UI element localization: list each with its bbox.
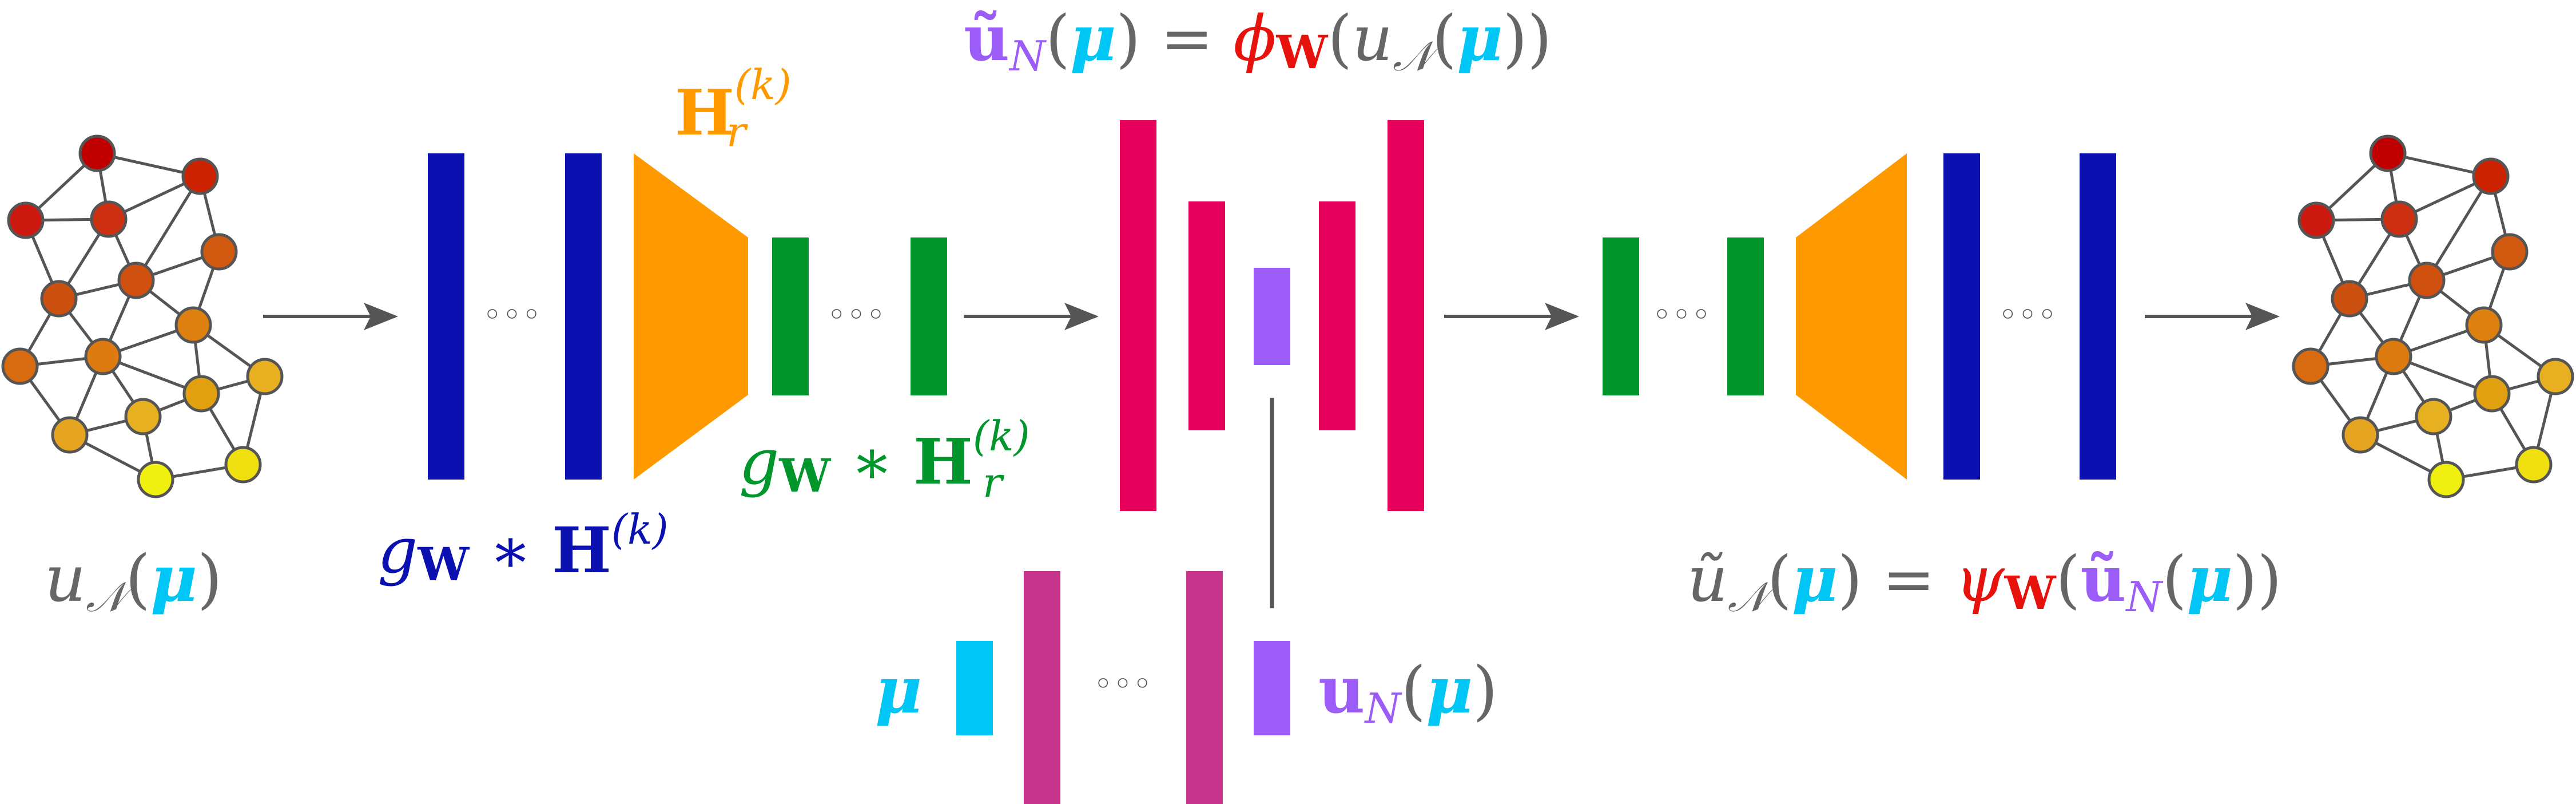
autoencoder-equation: ũN(μ) = ϕW(u𝒩(μ)) bbox=[964, 1, 1552, 80]
decoder-gcn-ellipsis: ◦◦◦ bbox=[1998, 295, 2057, 334]
output-mesh-node bbox=[2491, 233, 2529, 271]
input-mesh-node bbox=[84, 338, 122, 375]
encoder-gcn-layer-1 bbox=[428, 153, 464, 480]
input-mesh-node bbox=[1, 347, 39, 385]
input-mesh-edge bbox=[134, 175, 202, 282]
mu-input-label: μ bbox=[875, 653, 922, 728]
decoder-gcn-layer-2 bbox=[2080, 153, 2116, 480]
encoder-reduced-label-sub: r bbox=[983, 458, 1004, 506]
decoder-reduced-gcn-layer-2 bbox=[1727, 237, 1764, 395]
output-mesh-node bbox=[2415, 398, 2452, 435]
param-net-layer-2 bbox=[1186, 571, 1223, 804]
output-mesh-node bbox=[2369, 134, 2407, 172]
input-mesh-node bbox=[40, 280, 78, 318]
autoencoder-outer-left bbox=[1120, 120, 1156, 511]
autoencoder-inner-left bbox=[1188, 201, 1225, 430]
autoencoder-inner-right bbox=[1319, 201, 1355, 430]
input-mesh-node bbox=[90, 200, 128, 238]
output-mesh-node bbox=[2375, 338, 2412, 375]
input-mesh-node bbox=[51, 416, 89, 454]
output-mesh-node bbox=[2472, 157, 2510, 195]
encoder-gcn-label: gW ∗ H(k) bbox=[377, 505, 669, 591]
decoder-reduced-ellipsis: ◦◦◦ bbox=[1652, 295, 1711, 334]
input-mesh-graph bbox=[1, 134, 284, 498]
encoder-reduced-label: gW ∗ H(k) bbox=[739, 412, 1030, 502]
output-mesh-node bbox=[2408, 262, 2446, 299]
param-net-output-label: uN(μ) bbox=[1318, 653, 1498, 732]
mu-input-layer bbox=[956, 641, 993, 735]
encoder-gcn-layer-2 bbox=[565, 153, 602, 480]
encoder-gcn-ellipsis: ◦◦◦ bbox=[483, 295, 542, 334]
output-mesh-node bbox=[2473, 375, 2511, 413]
decoder-equation: ũ𝒩(μ) = ψW(ũN(μ)) bbox=[1687, 542, 2282, 621]
decoder-gcn-layer-1 bbox=[1943, 153, 1980, 480]
output-mesh-node bbox=[2342, 416, 2379, 454]
autoencoder-outer-right bbox=[1388, 120, 1424, 511]
output-mesh-node bbox=[2427, 461, 2465, 498]
output-mesh-edge bbox=[2425, 175, 2492, 282]
param-net-output-layer bbox=[1254, 641, 1290, 735]
output-mesh-node bbox=[2331, 280, 2368, 318]
output-mesh-node bbox=[2465, 306, 2503, 344]
decoder-unpooling-trapezoid bbox=[1796, 153, 1907, 480]
encoder-reduced-gcn-layer-1 bbox=[772, 237, 809, 395]
pooling-label-sub: r bbox=[726, 108, 748, 156]
input-mesh-node bbox=[181, 157, 219, 195]
input-mesh-node bbox=[174, 306, 212, 344]
encoder-reduced-gcn-layer-2 bbox=[911, 237, 947, 395]
input-mesh-node bbox=[124, 398, 162, 435]
input-mesh-node bbox=[137, 461, 174, 498]
output-mesh-node bbox=[2515, 446, 2553, 484]
output-mesh-node bbox=[2537, 358, 2574, 395]
encoder-reduced-ellipsis: ◦◦◦ bbox=[827, 295, 886, 334]
input-mesh-node bbox=[182, 375, 220, 413]
output-mesh-node bbox=[2297, 201, 2335, 239]
pooling-label: H(k) bbox=[675, 61, 792, 149]
decoder-reduced-gcn-layer-1 bbox=[1603, 237, 1639, 395]
output-mesh-node bbox=[2292, 347, 2329, 385]
input-mesh-node bbox=[246, 358, 284, 395]
input-mesh-node bbox=[78, 134, 116, 172]
autoencoder-latent bbox=[1254, 268, 1290, 365]
input-mesh-node bbox=[224, 446, 262, 484]
input-mesh-node bbox=[7, 201, 45, 239]
input-mesh-node bbox=[200, 233, 238, 271]
output-mesh-node bbox=[2380, 200, 2418, 238]
param-net-layer-1 bbox=[1024, 571, 1060, 804]
output-mesh-graph bbox=[2292, 134, 2574, 498]
input-mesh-node bbox=[117, 262, 155, 299]
input-label: u𝒩(μ) bbox=[45, 541, 222, 621]
encoder-pooling-trapezoid bbox=[634, 153, 748, 480]
param-net-ellipsis: ◦◦◦ bbox=[1094, 664, 1152, 703]
